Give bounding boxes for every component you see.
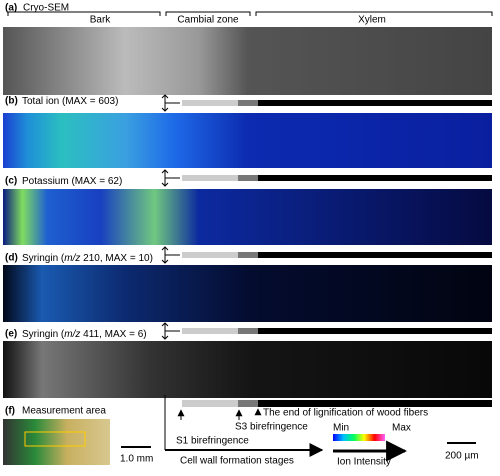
ion-image: [3, 113, 492, 168]
panel-letter: (c): [5, 176, 17, 187]
arrow: [161, 322, 180, 340]
title-part: 210, MAX = 10): [80, 253, 153, 264]
panel-letter: (e): [5, 329, 17, 340]
panel-letter: (d): [5, 253, 18, 264]
colorbar-min: Min: [333, 423, 349, 434]
panel-letter: (b): [5, 96, 18, 107]
title-part: m/z: [64, 329, 80, 340]
stage-bar: [238, 328, 258, 334]
stage-bar: [258, 175, 492, 181]
stage-bar: [238, 100, 258, 106]
region-label: Xylem: [358, 15, 386, 26]
region-brackets: [7, 11, 493, 16]
arrow: [161, 94, 180, 112]
stage-bar: [182, 328, 238, 334]
stage-bar: [182, 175, 238, 181]
panel-title: Measurement area: [22, 406, 106, 417]
colorbar: [333, 434, 385, 441]
panel-title: Syringin (m/z 411, MAX = 6): [22, 329, 147, 340]
photo: [3, 419, 110, 465]
axis-label: Ion Intensity: [337, 457, 391, 468]
title-part: Total ion (MAX = 603): [22, 96, 118, 107]
panel-title: Potassium (MAX = 62): [22, 176, 122, 187]
sem-image: [3, 27, 492, 95]
stage-bar: [182, 252, 238, 258]
stage-bar: [258, 100, 492, 106]
title-part: 411, MAX = 6): [80, 329, 146, 340]
title-part: Potassium (MAX = 62): [22, 176, 122, 187]
scale-label: 200 µm: [445, 451, 479, 462]
title-part: m/z: [64, 253, 80, 264]
annotation: The end of lignification of wood fibers: [263, 408, 428, 419]
panel-letter: (f): [5, 406, 15, 417]
panel-title: Cryo-SEM: [23, 3, 69, 14]
ion-image: [3, 189, 492, 245]
ion-image: [3, 265, 492, 322]
stage-bar: [258, 328, 492, 334]
stage-bar: [238, 175, 258, 181]
colorbar-max: Max: [392, 423, 411, 434]
panel-title: Syringin (m/z 210, MAX = 10): [22, 253, 153, 264]
stage-bar: [164, 395, 492, 457]
region-label: Cambial zone: [177, 15, 239, 26]
stage-bar: [258, 252, 492, 258]
annotation: S3 birefringence: [235, 422, 308, 433]
arrow: [161, 246, 180, 264]
panel-title: Total ion (MAX = 603): [22, 96, 118, 107]
scale-label: 1.0 mm: [120, 454, 153, 465]
ion-image: [3, 341, 492, 398]
panel-letter: (a): [5, 3, 17, 14]
axis-label: Cell wall formation stages: [180, 456, 294, 467]
stage-bar: [182, 100, 238, 106]
title-part: Syringin (: [22, 329, 65, 340]
annotation: S1 birefringence: [176, 436, 249, 447]
arrow: [161, 169, 180, 187]
stage-bar: [238, 252, 258, 258]
title-part: Syringin (: [22, 253, 65, 264]
measurement-box: [24, 431, 86, 447]
region-label: Bark: [90, 15, 112, 26]
